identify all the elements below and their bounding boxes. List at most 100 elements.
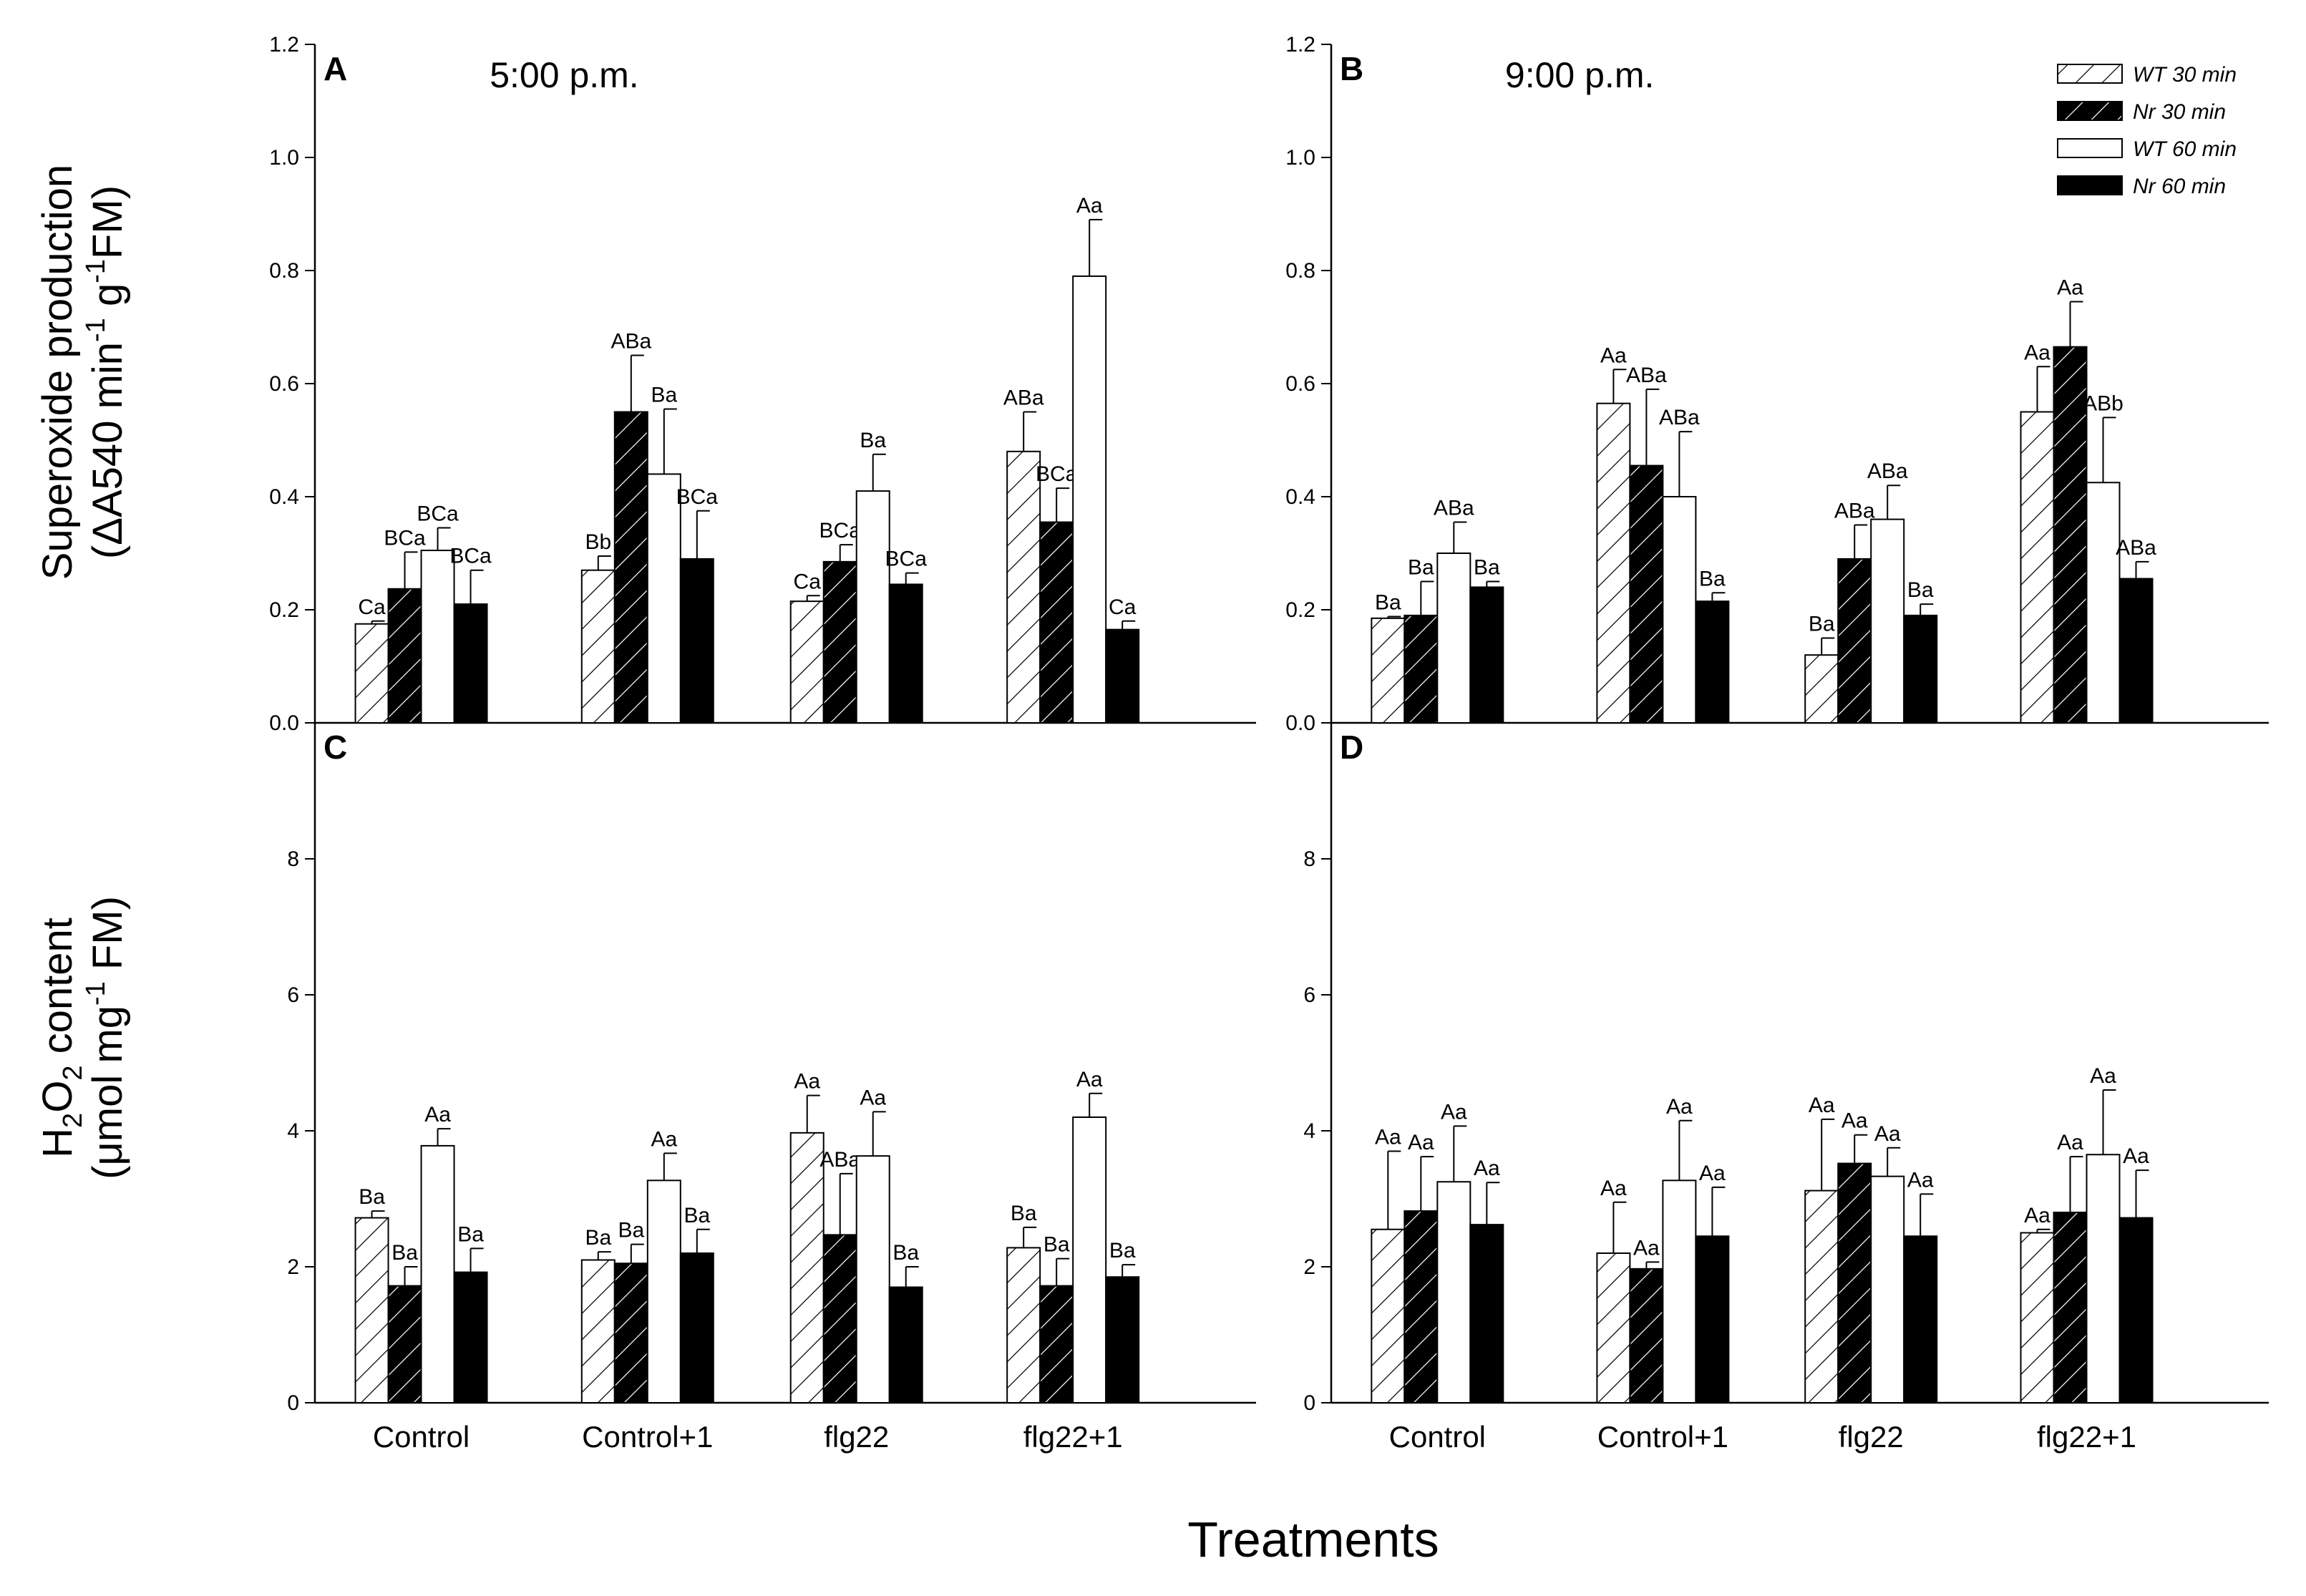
bar (453, 603, 488, 724)
y-tick-label: 0.4 (269, 485, 299, 509)
significance-label: Aa (1474, 1157, 1500, 1180)
significance-label: Ba (860, 429, 886, 452)
legend-swatch (2057, 64, 2123, 84)
bar (888, 583, 923, 724)
bar (1469, 586, 1504, 724)
significance-label: Aa (2057, 1131, 2083, 1154)
bar (1596, 1252, 1631, 1403)
y-tick-label: 0.0 (1285, 711, 1315, 735)
significance-label: ABb (2083, 391, 2123, 415)
bar (789, 600, 824, 724)
significance-label: ABa (2116, 536, 2156, 560)
bar (1870, 1175, 1905, 1404)
significance-label: Aa (424, 1103, 451, 1127)
category-group: ABa BCa Aa Ca (1003, 194, 1140, 724)
y-axis-title-top: Superoxide production (ΔA540 min-1 g-1FM… (34, 165, 131, 580)
y-tick-label: 0.6 (1285, 372, 1315, 396)
bar (646, 1179, 681, 1403)
category-label: flg22 (1839, 1420, 1904, 1454)
panel-b: 0.00.20.40.60.81.01.2B 9:00 p.m.BaBaABaBa… (1285, 33, 2269, 735)
y-tick-label: 4 (1303, 1119, 1315, 1143)
panel-letter: C (323, 729, 347, 766)
category-label: Control+1 (1597, 1420, 1728, 1454)
bar (1105, 1276, 1140, 1403)
significance-label: Aa (2123, 1144, 2149, 1168)
bar (1436, 1181, 1471, 1403)
significance-label: Aa (1666, 1095, 1693, 1119)
bar (613, 411, 648, 724)
bar (1903, 614, 1938, 724)
significance-label: Aa (1375, 1126, 1401, 1149)
bar (1629, 1267, 1664, 1403)
y-title-top-line1: Superoxide production (34, 165, 81, 580)
bar (1105, 628, 1140, 724)
y-title-top-line2: (ΔA540 min-1 g-1FM) (81, 185, 131, 559)
significance-label: Aa (651, 1127, 677, 1151)
significance-label: Ba (457, 1222, 484, 1246)
significance-label: Aa (1907, 1168, 1934, 1192)
significance-label: Ba (585, 1226, 611, 1250)
significance-label: BCa (1036, 462, 1078, 486)
y-tick-label: 0 (287, 1391, 299, 1415)
bar (855, 490, 890, 724)
category-group: Ba ABa ABa Ba (1804, 459, 1938, 724)
panel-letter: D (1340, 729, 1363, 766)
category-group: Ba Ba Aa Ba (354, 1103, 488, 1404)
bar (1072, 1116, 1107, 1403)
bar (1403, 1210, 1439, 1403)
panel-letter: B (1340, 50, 1363, 87)
bar (1837, 1162, 1872, 1403)
legend-swatch (2057, 175, 2123, 195)
significance-label: ABa (1867, 459, 1908, 483)
significance-label: Aa (2024, 341, 2050, 364)
bar (2118, 578, 2154, 724)
y-tick-label: 6 (1303, 983, 1315, 1007)
bar (1804, 654, 1839, 724)
category-group: Ba Ba ABa Ba (1371, 497, 1504, 724)
y-title-bottom-line1: H2O2 content (34, 918, 88, 1158)
significance-label: Aa (1076, 194, 1103, 218)
bar (580, 569, 616, 724)
significance-label: ABa (819, 1148, 860, 1172)
y-tick-label: 1.0 (1285, 146, 1315, 170)
y-tick-label: 0.0 (269, 711, 299, 735)
bar (580, 1259, 616, 1403)
bar (822, 1234, 857, 1403)
category-label: Control (373, 1420, 470, 1454)
bar (888, 1286, 923, 1403)
bar (2020, 411, 2055, 724)
significance-label: Ca (794, 570, 822, 593)
y-tick-label: 8 (287, 847, 299, 871)
significance-label: Aa (2024, 1204, 2050, 1227)
bar (420, 550, 455, 724)
significance-label: Aa (1076, 1068, 1103, 1091)
significance-label: Aa (1699, 1162, 1726, 1185)
bar (1804, 1189, 1839, 1403)
y-tick-label: 0.8 (269, 259, 299, 283)
category-group: Aa Aa Aa Aa (1596, 1095, 1730, 1403)
significance-label: Ba (1011, 1202, 1037, 1225)
significance-label: BCa (384, 526, 426, 550)
y-tick-label: 2 (287, 1255, 299, 1279)
bar (354, 623, 389, 724)
significance-label: Ba (1809, 613, 1835, 636)
significance-label: Aa (1633, 1236, 1660, 1260)
significance-label: Aa (1600, 1177, 1627, 1200)
bar (2020, 1232, 2055, 1403)
significance-label: Aa (860, 1086, 886, 1109)
significance-label: BCa (676, 485, 719, 509)
category-label: flg22 (824, 1420, 889, 1454)
bar (453, 1271, 488, 1403)
bar (2053, 1212, 2088, 1403)
y-tick-label: 0.4 (1285, 485, 1315, 509)
x-axis-title: Treatments (1187, 1512, 1439, 1567)
y-tick-label: 0.2 (269, 598, 299, 622)
y-tick-label: 2 (1303, 1255, 1315, 1279)
significance-label: ABa (1659, 406, 1700, 429)
y-tick-label: 1.0 (269, 146, 299, 170)
chart-layer: 0.00.20.40.60.81.01.2A 5:00 p.m.CaBCaBCaB… (269, 33, 2269, 1454)
legend-label: WT 60 min (2133, 137, 2237, 161)
bar (1837, 558, 1872, 724)
